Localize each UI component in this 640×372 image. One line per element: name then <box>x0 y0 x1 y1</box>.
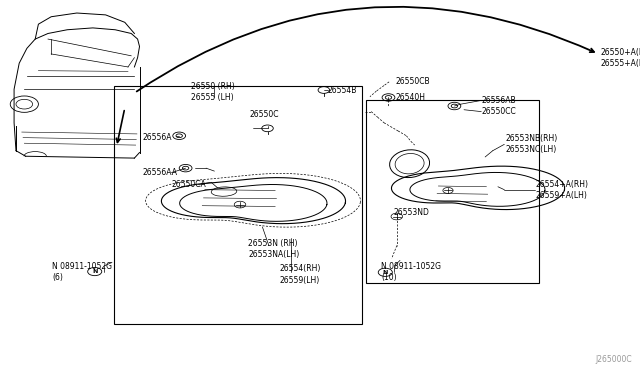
Text: N 08911-1052G
(10): N 08911-1052G (10) <box>381 262 442 282</box>
Text: 26556AB: 26556AB <box>481 96 516 105</box>
Text: 26550+A(RH)
26555+A(LH): 26550+A(RH) 26555+A(LH) <box>600 48 640 68</box>
Bar <box>366 100 539 283</box>
FancyArrowPatch shape <box>137 7 594 92</box>
Text: 26553NB(RH)
26553NC(LH): 26553NB(RH) 26553NC(LH) <box>506 134 558 154</box>
Text: N: N <box>383 270 388 275</box>
Text: 26540H: 26540H <box>396 93 426 102</box>
Text: 26550 (RH)
26555 (LH): 26550 (RH) 26555 (LH) <box>191 82 234 102</box>
Text: 26553ND: 26553ND <box>394 208 429 217</box>
Circle shape <box>88 267 102 276</box>
Bar <box>114 86 362 324</box>
Text: 26553N (RH)
26553NA(LH): 26553N (RH) 26553NA(LH) <box>248 239 300 259</box>
Text: N 08911-1052G
(6): N 08911-1052G (6) <box>52 262 113 282</box>
Text: 26554+A(RH)
26559+A(LH): 26554+A(RH) 26559+A(LH) <box>535 180 588 200</box>
Text: 26550CA: 26550CA <box>172 180 206 189</box>
Circle shape <box>378 268 392 276</box>
Text: J265000C: J265000C <box>596 355 632 364</box>
Text: 26554(RH)
26559(LH): 26554(RH) 26559(LH) <box>279 264 321 285</box>
Text: 26550CB: 26550CB <box>396 77 430 86</box>
Text: N: N <box>92 269 97 274</box>
Text: 26556A: 26556A <box>142 133 172 142</box>
FancyArrowPatch shape <box>116 110 124 142</box>
Text: 26554B: 26554B <box>328 86 357 94</box>
Text: 26556AA: 26556AA <box>142 168 177 177</box>
Text: 26550C: 26550C <box>250 110 279 119</box>
Text: 26550CC: 26550CC <box>481 107 516 116</box>
